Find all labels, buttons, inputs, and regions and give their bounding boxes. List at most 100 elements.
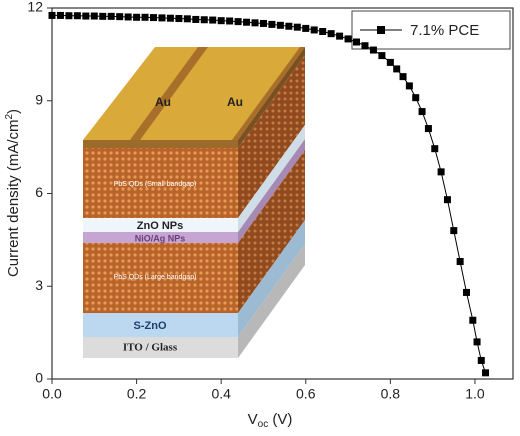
data-point — [116, 13, 124, 21]
data-point — [319, 27, 327, 35]
x-axis-label: Voc (V) — [248, 411, 293, 430]
data-point — [302, 24, 310, 32]
data-point — [293, 23, 301, 31]
pbs-large-layer — [83, 243, 238, 313]
data-point — [56, 11, 64, 19]
data-point — [217, 17, 225, 25]
data-point — [327, 30, 335, 38]
data-point — [259, 19, 267, 27]
data-point — [443, 196, 451, 204]
top-edge — [232, 47, 305, 140]
device-inset: Au Au PbS QDs (Small bandgap) ZnO NPs Ni… — [83, 47, 305, 358]
nio-layer — [83, 232, 238, 243]
side-au — [238, 47, 305, 148]
data-point — [124, 13, 132, 21]
data-point — [175, 15, 183, 23]
data-point — [133, 13, 141, 21]
legend-label: 7.1% PCE — [410, 22, 479, 39]
data-point — [361, 42, 369, 50]
top-gap — [130, 47, 208, 140]
side-pbs-small — [238, 55, 305, 218]
inset-label: ZnO NPs — [137, 220, 183, 232]
x-tick-label: 0.0 — [42, 386, 62, 402]
data-point — [99, 12, 107, 20]
y-tick-label: 6 — [35, 184, 43, 200]
data-point — [450, 227, 458, 235]
x-tick-label: 0.8 — [381, 386, 401, 402]
data-point — [469, 316, 477, 324]
inset-label: Au — [227, 95, 243, 109]
data-point — [183, 15, 191, 23]
data-point — [412, 94, 420, 102]
x-label-part: (V) — [268, 411, 292, 428]
data-point — [378, 52, 386, 60]
data-point — [336, 32, 344, 40]
side-nio — [238, 139, 305, 243]
data-point — [437, 168, 445, 176]
data-point — [369, 46, 377, 54]
zno-layer — [83, 218, 238, 232]
inset-label: ITO / Glass — [123, 342, 178, 354]
data-point — [107, 12, 115, 20]
data-point — [285, 22, 293, 30]
x-tick-label: 0.4 — [211, 386, 231, 402]
side-pbs-large — [238, 150, 305, 313]
legend-marker — [377, 26, 385, 34]
ito-layer — [83, 337, 238, 358]
data-point — [65, 12, 73, 20]
data-point — [431, 145, 439, 153]
y-axis-label: Current density (mA/cm2) — [4, 109, 22, 277]
data-point — [158, 14, 166, 22]
data-point — [477, 356, 485, 364]
x-label-sub: oc — [258, 419, 269, 430]
data-point — [462, 288, 470, 296]
data-point — [200, 16, 208, 24]
data-point — [473, 338, 481, 346]
data-point — [456, 258, 464, 266]
inset-label: Au — [155, 95, 171, 109]
szno-layer — [83, 313, 238, 337]
data-point — [90, 12, 98, 20]
y-tick-label: 9 — [35, 91, 43, 107]
data-point — [48, 11, 56, 19]
data-point — [386, 58, 394, 66]
data-point — [209, 16, 217, 24]
data-point — [226, 17, 234, 25]
data-point — [234, 18, 242, 26]
data-point — [393, 65, 401, 73]
data-point — [73, 12, 81, 20]
au-layer — [83, 140, 238, 148]
y-tick-label: 3 — [35, 277, 43, 293]
data-point — [424, 125, 432, 133]
side-ito — [238, 244, 305, 358]
x-tick-label: 0.2 — [127, 386, 147, 402]
data-point — [192, 15, 200, 23]
data-point — [418, 108, 426, 116]
data-point — [276, 21, 284, 29]
x-label-part: V — [248, 411, 258, 428]
y-tick-label: 12 — [27, 0, 43, 15]
data-point — [344, 35, 352, 43]
data-point — [141, 13, 149, 21]
x-tick-label: 1.0 — [465, 386, 485, 402]
inset-label: PbS QDs (Small bandgap) — [114, 181, 196, 188]
y-tick-label: 0 — [35, 370, 43, 386]
x-tick-label: 0.6 — [296, 386, 316, 402]
data-point — [251, 19, 259, 27]
data-point — [150, 14, 158, 22]
y-label-part: Current density (mA/cm — [5, 120, 22, 278]
data-point — [82, 12, 90, 20]
data-point — [353, 38, 361, 46]
data-point — [310, 26, 318, 34]
inset-label: S-ZnO — [134, 320, 167, 332]
data-point — [482, 369, 490, 377]
data-point — [243, 18, 251, 26]
data-point — [268, 20, 276, 28]
data-point — [399, 73, 407, 81]
y-label-part: ) — [5, 109, 22, 114]
y-label-sup: 2 — [4, 114, 15, 120]
inset-label: PbS QDs (Large bandgap) — [114, 274, 197, 281]
pbs-small-layer — [83, 148, 238, 218]
side-szno — [238, 220, 305, 337]
